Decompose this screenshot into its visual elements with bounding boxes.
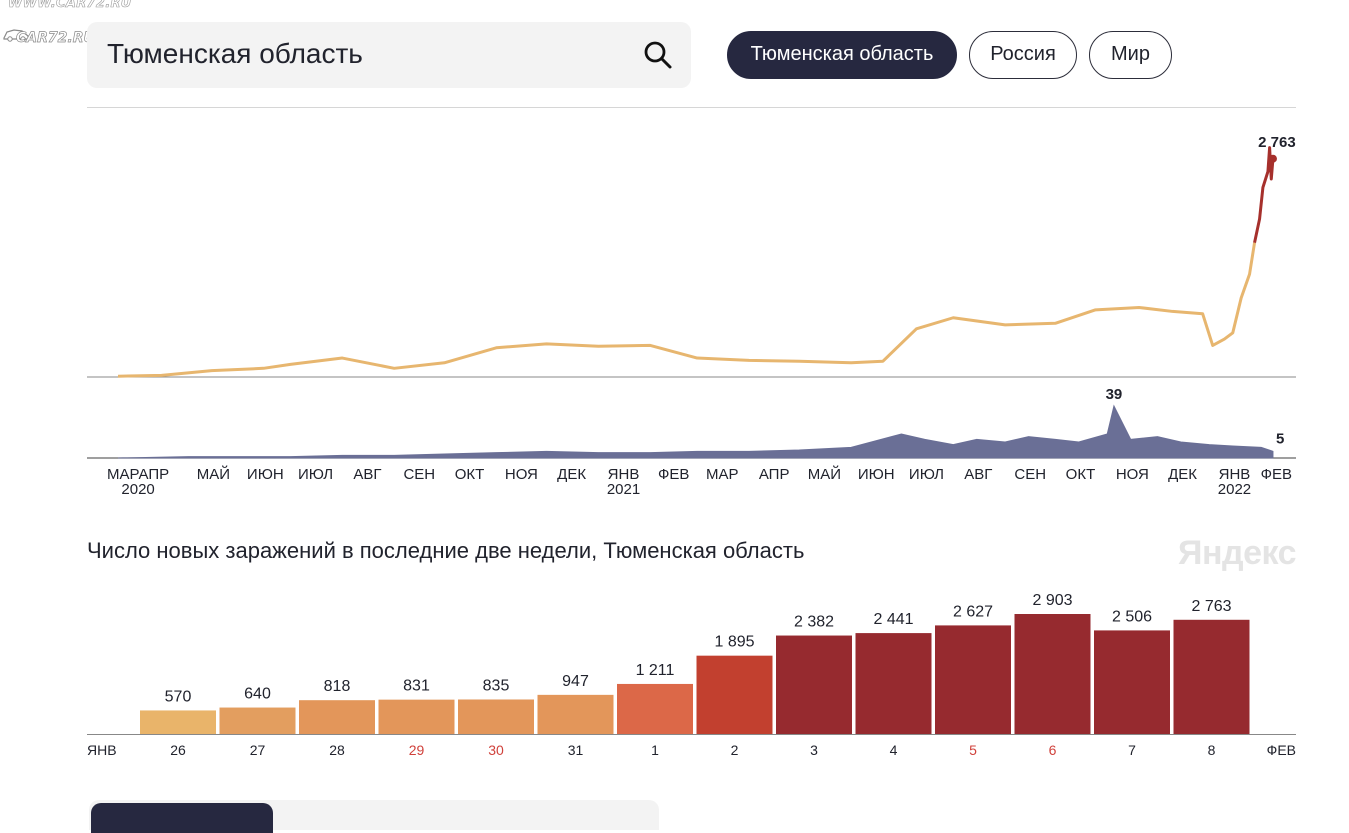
bottom-tab-active[interactable] — [91, 803, 273, 833]
x-tick-month: ОКТ — [1066, 466, 1096, 483]
bar-day-label: 28 — [329, 742, 345, 758]
bar-day-label: 1 — [651, 742, 659, 758]
bar-value-label: 2 506 — [1112, 608, 1152, 625]
bar — [696, 655, 773, 734]
bar — [617, 683, 693, 734]
bar-month-right: ФЕВ — [1267, 742, 1296, 758]
yandex-logo: Яндекс — [1178, 534, 1296, 572]
x-tick-year: 2022 — [1218, 481, 1251, 498]
site-watermark: WWW.CAR72.RU CAR72.RU — [0, 0, 132, 50]
x-tick-month: ДЕК — [1168, 466, 1197, 483]
x-tick-month: ИЮЛ — [909, 466, 944, 483]
x-tick-month: ФЕВ — [658, 466, 689, 483]
bar-value-label: 570 — [165, 688, 192, 705]
bar-chart-title: Число новых заражений в последние две не… — [87, 538, 805, 563]
x-tick-month: МАР — [706, 466, 739, 483]
bar-month-left: ЯНВ — [87, 742, 117, 758]
bar-day-label: 27 — [250, 742, 266, 758]
x-tick-month: МАЙ — [197, 465, 230, 483]
bar — [1094, 630, 1170, 734]
bar-day-label: 31 — [568, 742, 584, 758]
bar-day-label: 26 — [170, 742, 186, 758]
x-tick-year: 2021 — [607, 481, 640, 498]
x-tick-month: НОЯ — [505, 466, 538, 483]
bar-day-label: 2 — [731, 742, 739, 758]
bar — [855, 633, 932, 734]
x-tick-month: ЯНВ — [608, 466, 640, 483]
bar-day-label: 30 — [488, 742, 504, 758]
bar-value-label: 2 382 — [794, 614, 834, 631]
bar — [1173, 619, 1250, 734]
bar-value-label: 2 903 — [1032, 592, 1072, 609]
deaths-peak-label: 39 — [1106, 386, 1123, 403]
watermark-url: WWW.CAR72.RU — [8, 0, 132, 11]
cases-line-recent — [1253, 146, 1275, 244]
bar-value-label: 1 211 — [636, 662, 675, 679]
x-tick-month: АВГ — [964, 466, 992, 483]
bar-value-label: 818 — [324, 678, 351, 695]
bar-value-label: 1 895 — [714, 634, 754, 651]
bar — [537, 694, 614, 734]
bar-value-label: 640 — [244, 686, 271, 703]
bar-day-label: 8 — [1208, 742, 1216, 758]
header-divider — [87, 107, 1296, 108]
bar-value-label: 947 — [562, 673, 589, 690]
bar — [776, 635, 852, 734]
bar — [219, 707, 296, 734]
tab-tyumen-region[interactable]: Тюменская область — [727, 31, 957, 79]
bar-day-label: 6 — [1049, 742, 1057, 758]
bar — [299, 700, 375, 734]
x-tick-month: ФЕВ — [1261, 466, 1292, 483]
x-tick-month: ЯНВ — [1219, 466, 1251, 483]
bar — [140, 710, 216, 734]
bar-day-label: 3 — [810, 742, 818, 758]
bar — [458, 699, 534, 734]
x-tick-year: 2020 — [121, 481, 154, 498]
tab-russia[interactable]: Россия — [969, 31, 1077, 79]
x-tick-month: ИЮЛ — [298, 466, 333, 483]
bar — [1014, 614, 1091, 734]
tab-world[interactable]: Мир — [1089, 31, 1172, 79]
x-tick-month: ОКТ — [455, 466, 485, 483]
search-input[interactable] — [107, 36, 627, 72]
bar-day-label: 4 — [890, 742, 898, 758]
x-tick-month: МАЙ — [808, 465, 841, 483]
car-logo-icon — [3, 29, 29, 42]
bar-value-label: 2 627 — [953, 603, 993, 620]
bar-value-label: 831 — [403, 678, 430, 695]
x-tick-month: НОЯ — [1116, 466, 1149, 483]
watermark-text: CAR72.RU — [16, 30, 96, 47]
cases-peak-label: 2 763 — [1258, 134, 1296, 151]
deaths-last-label: 5 — [1276, 430, 1284, 447]
x-tick-month: ИЮН — [858, 466, 895, 483]
x-tick-month: ИЮН — [247, 466, 284, 483]
bar-value-label: 2 441 — [873, 611, 913, 628]
x-tick-month: АВГ — [353, 466, 381, 483]
x-tick-month: МАРАПР — [107, 466, 169, 483]
cases-last-point — [1268, 154, 1277, 163]
bar-day-label: 7 — [1128, 742, 1136, 758]
x-tick-month: АПР — [759, 466, 790, 483]
x-tick-month: СЕН — [403, 466, 435, 483]
bar-value-label: 2 763 — [1191, 598, 1231, 615]
x-tick-month: ДЕК — [557, 466, 586, 483]
x-tick-month: СЕН — [1014, 466, 1046, 483]
bar-value-label: 835 — [483, 677, 510, 694]
bar-day-label: 5 — [969, 742, 977, 758]
deaths-area — [117, 404, 1274, 459]
region-search-box[interactable] — [87, 22, 691, 88]
bar — [378, 699, 455, 734]
bar-day-label: 29 — [409, 742, 425, 758]
bar — [935, 625, 1011, 734]
cases-line — [117, 242, 1257, 378]
search-icon[interactable] — [643, 40, 673, 70]
